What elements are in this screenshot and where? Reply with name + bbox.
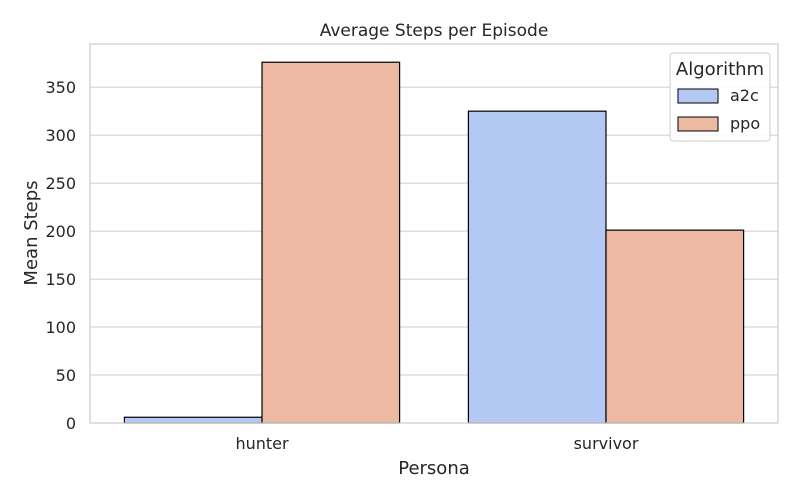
y-axis-label: Mean Steps	[21, 180, 42, 285]
legend-swatch-a2c	[677, 88, 719, 104]
bar-ppo-survivor	[605, 229, 745, 424]
legend-swatch-ppo	[677, 116, 719, 132]
bars-group	[123, 61, 745, 424]
y-tick-label-300: 300	[45, 126, 76, 145]
bar-a2c-hunter	[123, 416, 263, 424]
legend-title: Algorithm	[676, 59, 764, 80]
legend-label-ppo: ppo	[730, 114, 760, 133]
y-tick-label-150: 150	[45, 270, 76, 289]
x-tick-label-hunter: hunter	[235, 434, 289, 453]
y-tick-label-0: 0	[66, 414, 76, 433]
y-tick-label-200: 200	[45, 222, 76, 241]
chart-title: Average Steps per Episode	[320, 21, 549, 41]
y-ticks: 0 50 100 150 200 250 300 350	[45, 78, 76, 433]
bar-ppo-hunter	[261, 61, 401, 424]
y-tick-label-250: 250	[45, 174, 76, 193]
legend: Algorithm a2c ppo	[669, 52, 771, 142]
plot-frame	[89, 43, 779, 424]
y-tick-label-100: 100	[45, 318, 76, 337]
x-ticks: hunter survivor	[235, 434, 638, 453]
legend-label-a2c: a2c	[730, 86, 759, 105]
y-tick-label-50: 50	[56, 366, 76, 385]
bar-a2c-survivor	[467, 110, 607, 424]
x-tick-label-survivor: survivor	[574, 434, 639, 453]
y-tick-label-350: 350	[45, 78, 76, 97]
x-axis-label: Persona	[398, 458, 470, 479]
